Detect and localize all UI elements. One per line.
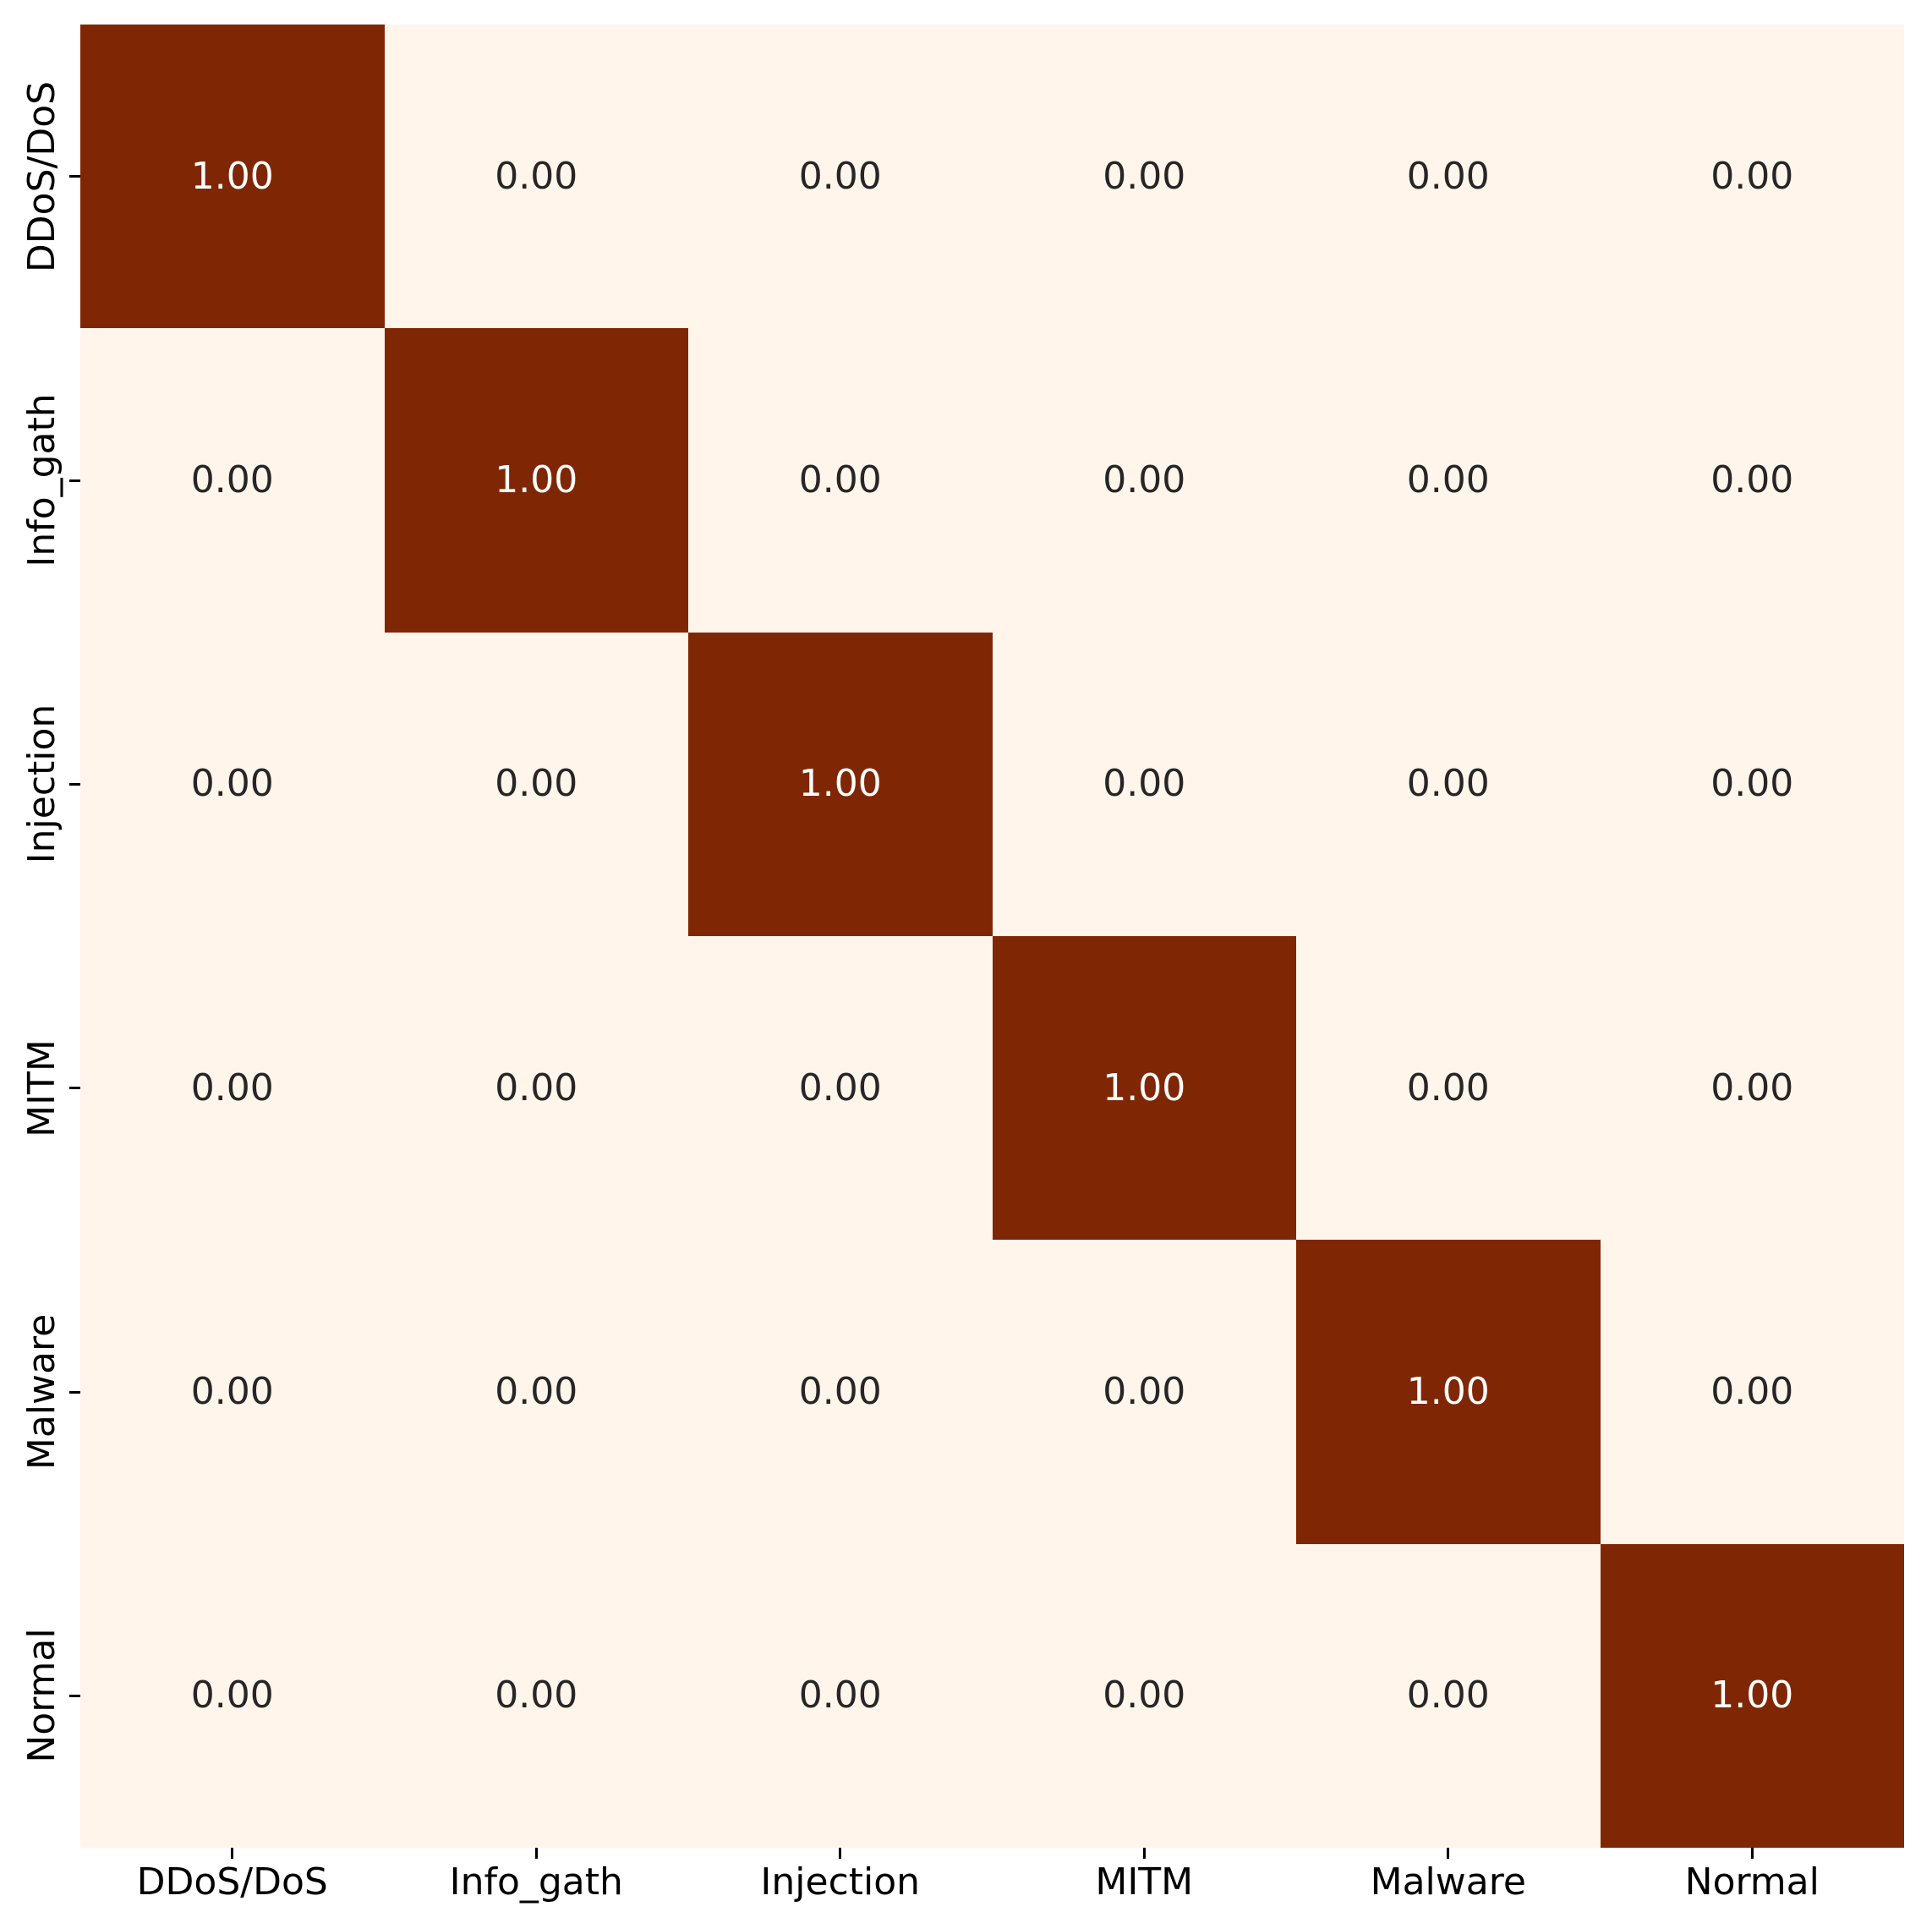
cell-value: 0.00 [1406, 1674, 1490, 1718]
heatmap-cell: 0.00 [688, 25, 993, 329]
heatmap-cell: 0.00 [1600, 632, 1904, 936]
cell-value: 0.00 [495, 1674, 578, 1718]
cell-value: 0.00 [1710, 457, 1794, 501]
y-tick-label: Normal [20, 1628, 63, 1763]
heatmap-cell: 0.00 [688, 1240, 993, 1544]
cell-value: 0.00 [798, 1674, 882, 1718]
heatmap-cell: 0.00 [384, 25, 688, 329]
heatmap-cell: 0.00 [688, 1543, 993, 1848]
cell-value: 1.00 [1710, 1674, 1794, 1718]
heatmap-cell: 0.00 [1296, 632, 1601, 936]
cell-value: 0.00 [495, 1066, 578, 1109]
x-tick-label: Info_gath [449, 1860, 623, 1904]
y-tick-label: DDoS/DoS [20, 80, 63, 272]
cell-value: 0.00 [190, 457, 274, 501]
heatmap-cell: 1.00 [992, 936, 1296, 1241]
cell-value: 0.00 [190, 762, 274, 806]
cell-value: 1.00 [1406, 1369, 1490, 1413]
cell-value: 0.00 [1406, 762, 1490, 806]
cell-value: 1.00 [798, 762, 882, 806]
heatmap-cell: 0.00 [1296, 25, 1601, 329]
heatmap-cell: 0.00 [992, 328, 1296, 633]
cell-value: 1.00 [495, 457, 578, 501]
cell-value: 0.00 [190, 1066, 274, 1109]
x-tick-mark [839, 1848, 842, 1859]
x-tick-mark [1750, 1848, 1754, 1859]
heatmap-cell: 0.00 [992, 632, 1296, 936]
heatmap-cell: 0.00 [688, 936, 993, 1241]
heatmap-cell: 0.00 [384, 1543, 688, 1848]
cell-value: 0.00 [798, 154, 882, 198]
x-tick-label: Malware [1370, 1860, 1526, 1904]
y-tick-mark [69, 1087, 80, 1090]
cell-value: 0.00 [190, 1369, 274, 1413]
heatmap-cell: 0.00 [80, 1543, 385, 1848]
cell-value: 0.00 [495, 154, 578, 198]
heatmap-cell: 0.00 [1296, 936, 1601, 1241]
cell-value: 0.00 [1406, 154, 1490, 198]
x-tick-mark [231, 1848, 234, 1859]
x-tick-mark [1142, 1848, 1146, 1859]
heatmap-cell: 0.00 [80, 632, 385, 936]
heatmap-grid: 1.00 0.00 0.00 0.00 0.00 0.00 0.00 1.00 0.00 0.00… [80, 25, 1904, 1848]
heatmap-cell: 0.00 [992, 1240, 1296, 1544]
cell-value: 1.00 [1103, 1066, 1186, 1109]
cell-value: 0.00 [1103, 1369, 1186, 1413]
cell-value: 0.00 [1406, 457, 1490, 501]
cell-value: 0.00 [495, 1369, 578, 1413]
y-tick-label: Injection [20, 704, 63, 864]
heatmap-cell: 0.00 [1600, 936, 1904, 1241]
heatmap-cell: 0.00 [80, 1240, 385, 1544]
cell-value: 0.00 [1103, 154, 1186, 198]
x-tick-label: Injection [760, 1860, 921, 1904]
heatmap-cell: 0.00 [384, 936, 688, 1241]
x-tick-label: DDoS/DoS [136, 1860, 328, 1904]
y-tick-label: Info_gath [20, 393, 63, 567]
heatmap-cell: 0.00 [1296, 1543, 1601, 1848]
cell-value: 0.00 [1710, 154, 1794, 198]
y-tick-mark [69, 175, 80, 178]
cell-value: 0.00 [1710, 1369, 1794, 1413]
cell-value: 0.00 [798, 1369, 882, 1413]
heatmap-cell: 1.00 [1600, 1543, 1904, 1848]
cell-value: 0.00 [1710, 762, 1794, 806]
cell-value: 0.00 [495, 762, 578, 806]
x-tick-mark [1447, 1848, 1450, 1859]
cell-value: 1.00 [190, 154, 274, 198]
heatmap-cell: 0.00 [384, 1240, 688, 1544]
cell-value: 0.00 [1103, 1674, 1186, 1718]
y-tick-label: Malware [20, 1313, 63, 1471]
cell-value: 0.00 [1103, 457, 1186, 501]
x-tick-label: Normal [1684, 1860, 1820, 1904]
y-tick-label: MITM [20, 1038, 63, 1137]
heatmap-cell: 0.00 [80, 328, 385, 633]
x-tick-mark [534, 1848, 538, 1859]
cell-value: 0.00 [190, 1674, 274, 1718]
heatmap-cell: 1.00 [688, 632, 993, 936]
heatmap-cell: 1.00 [384, 328, 688, 633]
cell-value: 0.00 [798, 1066, 882, 1109]
heatmap-cell: 0.00 [992, 1543, 1296, 1848]
y-tick-mark [69, 782, 80, 786]
cell-value: 0.00 [1103, 762, 1186, 806]
heatmap-cell: 0.00 [80, 936, 385, 1241]
cell-value: 0.00 [798, 457, 882, 501]
heatmap-cell: 0.00 [1600, 25, 1904, 329]
y-tick-mark [69, 479, 80, 482]
heatmap-cell: 0.00 [1296, 328, 1601, 633]
heatmap-cell: 0.00 [1600, 328, 1904, 633]
y-tick-mark [69, 1390, 80, 1394]
x-tick-label: MITM [1095, 1860, 1194, 1904]
heatmap-cell: 0.00 [992, 25, 1296, 329]
heatmap-cell: 1.00 [80, 25, 385, 329]
y-tick-mark [69, 1694, 80, 1697]
heatmap-cell: 1.00 [1296, 1240, 1601, 1544]
cell-value: 0.00 [1710, 1066, 1794, 1109]
heatmap-cell: 0.00 [688, 328, 993, 633]
cell-value: 0.00 [1406, 1066, 1490, 1109]
heatmap-cell: 0.00 [1600, 1240, 1904, 1544]
heatmap-cell: 0.00 [384, 632, 688, 936]
